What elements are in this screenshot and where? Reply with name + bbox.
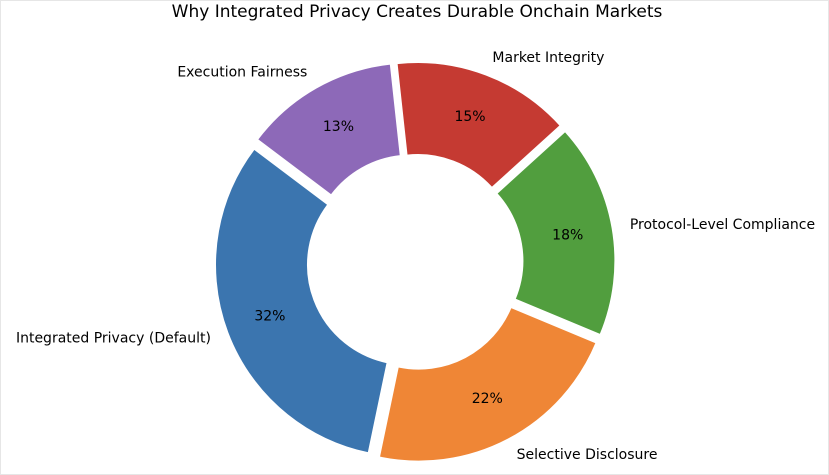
slice-label: Execution Fairness: [177, 64, 307, 80]
slice-label: Protocol-Level Compliance: [630, 217, 815, 233]
percent-label: 15%: [454, 109, 485, 125]
percent-label: 32%: [254, 309, 285, 325]
slice-label: Integrated Privacy (Default): [16, 331, 211, 347]
percent-label: 18%: [552, 228, 583, 244]
donut-slice: [396, 62, 561, 189]
percent-label: 22%: [472, 391, 503, 407]
donut-slice: [257, 63, 401, 196]
slice-label: Market Integrity: [492, 50, 604, 66]
slice-label: Selective Disclosure: [517, 447, 658, 463]
percent-label: 13%: [323, 119, 354, 135]
donut-slice: [215, 148, 388, 454]
donut-slice: [378, 306, 597, 462]
donut-slice: [496, 130, 616, 336]
chart-title: Why Integrated Privacy Creates Durable O…: [172, 2, 663, 22]
